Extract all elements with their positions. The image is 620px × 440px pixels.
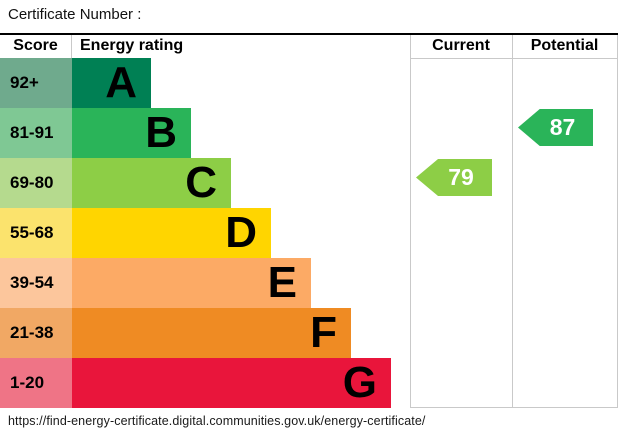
band-bar-e: E xyxy=(72,258,311,308)
page-title: Certificate Number : xyxy=(8,6,142,23)
score-range-label: 55-68 xyxy=(0,208,72,258)
band-row-g: 1-20 G xyxy=(0,358,410,408)
header-underline xyxy=(410,58,618,59)
band-row-f: 21-38 F xyxy=(0,308,410,358)
band-row-a: 92+ A xyxy=(0,58,410,108)
potential-rating-arrow: 87 xyxy=(518,109,593,146)
potential-column-divider xyxy=(512,35,513,408)
band-row-b: 81-91 B xyxy=(0,108,410,158)
band-bar-a: A xyxy=(72,58,151,108)
column-header-current: Current xyxy=(432,37,490,54)
band-bar-c: C xyxy=(72,158,231,208)
band-bar-g: G xyxy=(72,358,391,408)
band-bar-d: D xyxy=(72,208,271,258)
score-range-label: 92+ xyxy=(0,58,72,108)
band-row-c: 69-80 C xyxy=(0,158,410,208)
energy-rating-chart: Score Energy rating Current Potential 92… xyxy=(0,33,618,408)
band-bar-b: B xyxy=(72,108,191,158)
current-column-divider xyxy=(410,35,411,408)
score-column-divider xyxy=(71,35,72,58)
column-header-energy-rating: Energy rating xyxy=(80,37,184,54)
band-rows-container: 92+ A 81-91 B 69-80 C 55-68 D 39-54 E 21-38 F 1-20 G xyxy=(0,58,410,408)
score-range-label: 69-80 xyxy=(0,158,72,208)
current-rating-arrow: 79 xyxy=(416,159,492,196)
column-header-potential: Potential xyxy=(530,37,599,54)
band-row-e: 39-54 E xyxy=(0,258,410,308)
current-rating-value: 79 xyxy=(448,164,474,190)
column-header-score: Score xyxy=(13,37,58,54)
score-range-label: 81-91 xyxy=(0,108,72,158)
potential-rating-value: 87 xyxy=(549,114,576,140)
band-bar-f: F xyxy=(72,308,351,358)
chart-right-border xyxy=(617,35,618,408)
footer-url: https://find-energy-certificate.digital.… xyxy=(8,414,426,428)
band-row-d: 55-68 D xyxy=(0,208,410,258)
score-range-label: 21-38 xyxy=(0,308,72,358)
score-range-label: 39-54 xyxy=(0,258,72,308)
chart-bottom-border xyxy=(410,407,618,408)
score-range-label: 1-20 xyxy=(0,358,72,408)
chart-header-row: Score Energy rating Current Potential xyxy=(0,35,618,58)
